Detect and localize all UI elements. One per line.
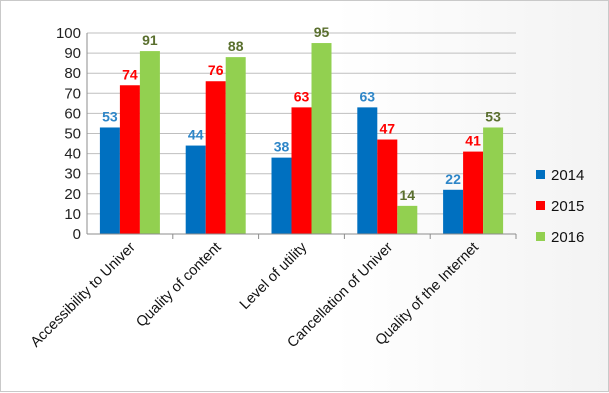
legend-label: 2014 [551, 167, 584, 184]
data-label: 53 [485, 108, 501, 124]
data-label: 44 [188, 127, 204, 143]
y-tick-label: 100 [56, 25, 81, 42]
data-label: 14 [400, 187, 416, 203]
data-label: 63 [360, 88, 376, 104]
y-tick-label: 10 [64, 206, 81, 223]
data-label: 95 [314, 24, 330, 40]
bar-2015-2 [205, 81, 226, 235]
bar-2016-2 [225, 57, 246, 235]
data-label: 53 [102, 108, 118, 124]
data-label: 63 [294, 88, 310, 104]
legend-swatch-2015 [536, 201, 545, 210]
legend-label: 2016 [551, 229, 584, 246]
data-label: 76 [208, 62, 224, 78]
data-label: 22 [445, 171, 461, 187]
y-tick-label: 20 [64, 186, 81, 203]
bar-2015-1 [119, 85, 140, 234]
y-tick-label: 70 [64, 85, 81, 102]
y-tick-label: 80 [64, 65, 81, 82]
bars [99, 43, 504, 235]
legend-label: 2015 [551, 198, 584, 215]
y-tick-label: 90 [64, 45, 81, 62]
bar-2016-3 [311, 43, 332, 234]
category-label: Accessibility to Univer [28, 239, 139, 350]
category-label: Level of utility [237, 239, 311, 313]
data-label: 91 [142, 32, 158, 48]
y-tick-label: 60 [64, 105, 81, 122]
y-tick-label: 0 [73, 226, 81, 243]
bar-2015-5 [463, 151, 484, 234]
bar-2016-5 [483, 127, 504, 234]
data-label: 47 [380, 121, 396, 137]
data-label: 38 [274, 139, 290, 155]
bar-2016-1 [139, 51, 160, 235]
legend-swatch-2014 [536, 170, 545, 179]
bar-2014-2 [185, 145, 206, 234]
y-axis: 0 10 20 30 40 50 60 70 80 90 100 [56, 25, 88, 243]
data-label: 88 [228, 38, 244, 54]
legend-swatch-2016 [536, 232, 545, 241]
bar-2015-3 [291, 107, 312, 234]
y-tick-label: 50 [64, 126, 81, 143]
y-tick-label: 30 [64, 166, 81, 183]
data-label: 74 [122, 66, 138, 82]
bar-2014-5 [443, 189, 464, 234]
bar-2015-4 [377, 139, 398, 234]
y-tick-label: 40 [64, 146, 81, 163]
bar-2016-4 [397, 205, 418, 234]
bar-2014-4 [357, 107, 378, 234]
bar-2014-1 [99, 127, 120, 234]
category-label: Quality of content [133, 240, 224, 331]
legend: 2014 2015 2016 [536, 167, 584, 246]
bar-2014-3 [271, 157, 292, 234]
data-label: 41 [465, 133, 481, 149]
